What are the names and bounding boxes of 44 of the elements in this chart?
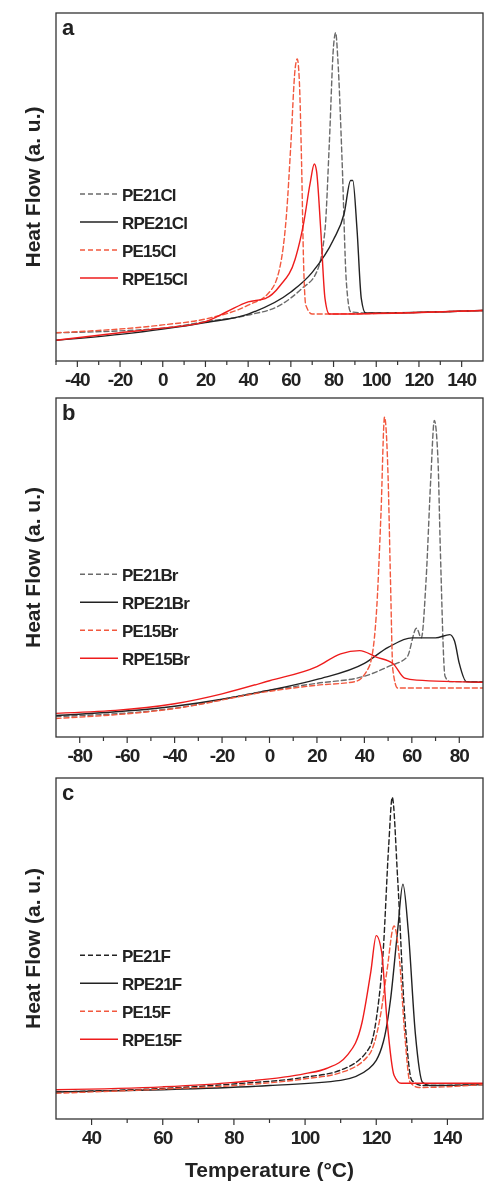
chart-title: c [62,780,75,805]
x-tick-label: 20 [195,369,216,390]
legend-label: RPE15Br [122,650,191,670]
legend-label: RPE21Br [122,594,191,614]
y-axis-title: Heat Flow (a. u.) [21,867,44,1030]
x-tick-label: 20 [307,745,327,766]
x-tick-label: 60 [281,369,301,390]
chart-title: b [62,400,76,425]
x-tick-label: 80 [224,1127,244,1148]
x-tick-label: 40 [238,369,259,390]
legend-label: PE15F [122,1003,171,1023]
x-tick-label: 100 [290,1127,320,1148]
legend-label: PE15Cl [122,241,176,261]
y-axis-title: Heat Flow (a. u.) [21,486,44,649]
x-tick-label: -40 [162,745,188,766]
x-tick-label: 60 [402,745,422,766]
x-tick-label: -20 [209,745,235,766]
x-tick-label: -80 [67,745,93,766]
x-tick-label: 40 [82,1127,102,1148]
legend-label: PE15Br [122,622,179,642]
legend-label: RPE21F [122,975,182,995]
y-axis-title: Heat Flow (a. u.) [21,106,44,268]
chart-title: a [62,15,75,40]
x-tick-label: 120 [404,369,434,390]
legend-label: PE21F [122,947,171,967]
x-tick-label: 0 [157,369,168,390]
x-tick-label: 60 [153,1127,173,1148]
x-tick-label: 100 [361,369,392,390]
legend-label: RPE15F [122,1031,182,1051]
x-tick-label: 140 [433,1127,463,1148]
legend-label: PE21Br [122,566,179,586]
x-tick-label: 140 [447,369,477,390]
legend-label: RPE21Cl [122,213,188,233]
x-tick-label: -20 [107,369,133,390]
x-tick-label: 80 [323,369,344,390]
x-tick-label: 0 [264,745,275,766]
x-axis-title: Temperature (°C) [184,1158,355,1181]
x-tick-label: 120 [361,1127,392,1148]
x-tick-label: 80 [449,745,470,766]
legend-label: RPE15Cl [122,269,188,289]
legend-label: PE21Cl [122,185,176,205]
x-tick-label: -60 [114,745,140,766]
x-tick-label: 40 [354,745,375,766]
x-tick-label: -40 [65,369,91,390]
